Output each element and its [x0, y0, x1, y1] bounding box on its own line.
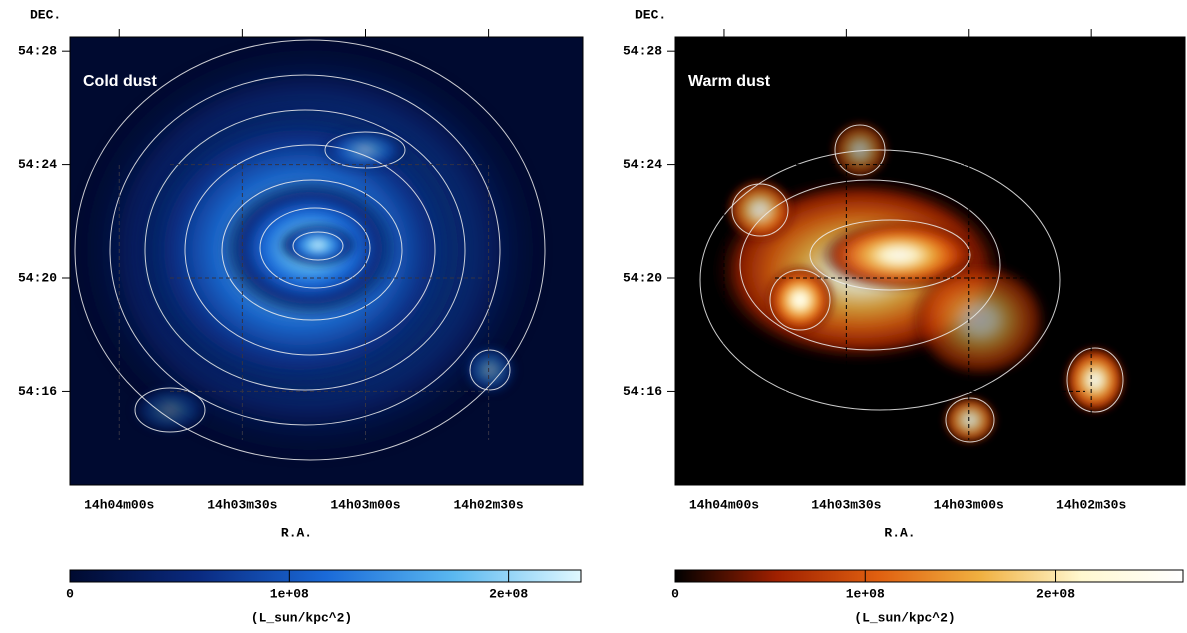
emission-region — [320, 128, 410, 172]
plot-frame — [674, 36, 1186, 486]
contour — [834, 124, 886, 176]
contour — [469, 349, 511, 391]
y-tick-label: 54:28 — [18, 44, 57, 59]
y-tick-label: 54:16 — [18, 384, 57, 399]
plot-frame — [69, 36, 584, 486]
colorbar-label: (L_sun/kpc^2) — [251, 610, 352, 625]
x-tick-label: 14h03m30s — [811, 497, 881, 512]
emission-region — [725, 178, 795, 242]
contour — [739, 179, 1001, 351]
y-tick-label: 54:20 — [623, 270, 662, 285]
emission-region — [278, 223, 358, 267]
colorbar — [69, 569, 582, 583]
y-axis-label: DEC. — [30, 7, 61, 22]
contour — [945, 397, 995, 443]
panel-title: Cold dust — [83, 73, 157, 90]
contour — [184, 144, 436, 356]
x-axis-label: R.A. — [281, 525, 312, 540]
x-tick-label: 14h03m00s — [330, 497, 400, 512]
contour — [259, 207, 371, 289]
x-tick-label: 14h03m30s — [207, 497, 277, 512]
panel-title: Warm dust — [688, 73, 771, 90]
emission-region — [910, 260, 1050, 380]
contour — [144, 109, 466, 391]
emission-region — [1063, 345, 1127, 415]
contour — [731, 183, 789, 237]
colorbar-tick-label: 0 — [671, 586, 679, 601]
y-axis-label: DEC. — [635, 7, 666, 22]
contour — [809, 219, 971, 291]
colorbar-tick-label: 2e+08 — [489, 586, 528, 601]
y-tick-label: 54:24 — [18, 157, 57, 172]
x-tick-label: 14h02m30s — [1056, 497, 1126, 512]
map-image — [70, 37, 583, 485]
colorbar — [674, 569, 1184, 583]
y-tick-label: 54:24 — [623, 157, 662, 172]
x-tick-label: 14h03m00s — [934, 497, 1004, 512]
contour — [134, 387, 206, 433]
contour — [221, 179, 403, 321]
contour — [699, 149, 1061, 411]
y-tick-label: 54:28 — [623, 44, 662, 59]
x-axis-label: R.A. — [884, 525, 915, 540]
contour — [769, 269, 831, 331]
colorbar-tick-label: 1e+08 — [270, 586, 309, 601]
emission-region — [130, 385, 210, 435]
y-tick-label: 54:16 — [623, 384, 662, 399]
y-tick-label: 54:20 — [18, 270, 57, 285]
colorbar-tick-label: 1e+08 — [846, 586, 885, 601]
contour — [292, 231, 344, 261]
emission-region — [462, 344, 518, 396]
colorbar-label: (L_sun/kpc^2) — [854, 610, 955, 625]
x-tick-label: 14h04m00s — [84, 497, 154, 512]
map-image — [675, 37, 1185, 485]
emission-region — [765, 265, 835, 335]
x-tick-label: 14h02m30s — [453, 497, 523, 512]
contour — [109, 74, 501, 426]
colorbar-tick-label: 0 — [66, 586, 74, 601]
emission-region — [942, 395, 998, 445]
contour — [1066, 347, 1124, 413]
x-tick-label: 14h04m00s — [689, 497, 759, 512]
contour — [74, 39, 546, 461]
colorbar-tick-label: 2e+08 — [1036, 586, 1075, 601]
